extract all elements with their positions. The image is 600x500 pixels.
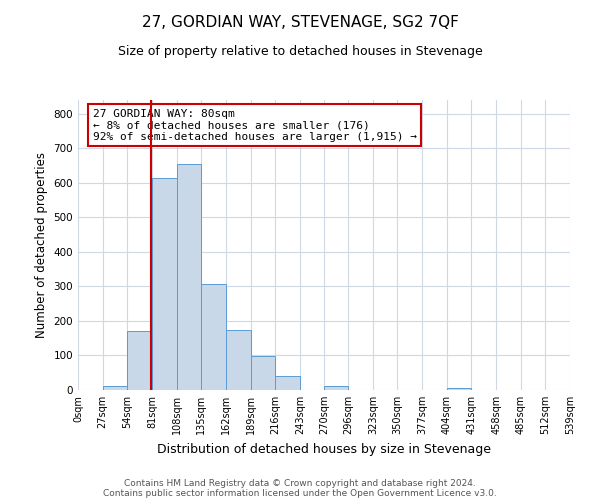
- Bar: [275, 376, 300, 390]
- Bar: [127, 332, 152, 390]
- Text: Contains HM Land Registry data © Crown copyright and database right 2024.: Contains HM Land Registry data © Crown c…: [124, 478, 476, 488]
- Y-axis label: Number of detached properties: Number of detached properties: [35, 152, 48, 338]
- Bar: [103, 386, 127, 390]
- Text: Contains public sector information licensed under the Open Government Licence v3: Contains public sector information licen…: [103, 488, 497, 498]
- X-axis label: Distribution of detached houses by size in Stevenage: Distribution of detached houses by size …: [157, 442, 491, 456]
- Bar: [447, 388, 472, 390]
- Bar: [251, 356, 275, 390]
- Text: Size of property relative to detached houses in Stevenage: Size of property relative to detached ho…: [118, 45, 482, 58]
- Bar: [176, 164, 201, 390]
- Bar: [226, 330, 251, 390]
- Bar: [201, 284, 226, 390]
- Bar: [325, 386, 348, 390]
- Text: 27 GORDIAN WAY: 80sqm
← 8% of detached houses are smaller (176)
92% of semi-deta: 27 GORDIAN WAY: 80sqm ← 8% of detached h…: [93, 108, 417, 142]
- Text: 27, GORDIAN WAY, STEVENAGE, SG2 7QF: 27, GORDIAN WAY, STEVENAGE, SG2 7QF: [142, 15, 458, 30]
- Bar: [152, 178, 176, 390]
